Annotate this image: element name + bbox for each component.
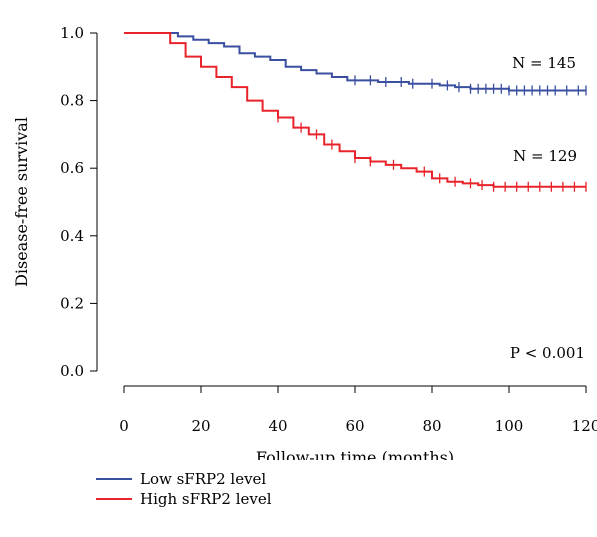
legend-label-low: Low sFRP2 level	[140, 470, 267, 488]
series-low	[124, 32, 587, 96]
x-tick-label: 0	[119, 417, 129, 435]
p-value-label: P < 0.001	[510, 344, 585, 362]
y-axis-title: Disease-free survival	[12, 117, 31, 287]
legend-swatch-high	[96, 498, 132, 500]
y-tick-label: 0.6	[60, 159, 84, 177]
x-tick-label: 40	[268, 417, 287, 435]
n-low-label: N = 145	[512, 54, 576, 72]
y-tick-label: 0.4	[60, 227, 84, 245]
y-tick-label: 1.0	[60, 24, 84, 42]
x-ticks: 0 20 40 60 80 100 120	[119, 386, 597, 435]
x-tick-label: 80	[422, 417, 441, 435]
y-ticks: 0.0 0.2 0.4 0.6 0.8 1.0	[60, 24, 97, 380]
x-tick-label: 120	[572, 417, 597, 435]
n-high-label: N = 129	[513, 147, 577, 165]
series-line	[124, 32, 586, 188]
y-tick-label: 0.2	[60, 294, 84, 312]
legend-swatch-low	[96, 478, 132, 480]
x-tick-label: 100	[495, 417, 524, 435]
legend-item-high: High sFRP2 level	[96, 489, 272, 509]
series-high	[124, 32, 587, 192]
x-tick-label: 20	[191, 417, 210, 435]
legend: Low sFRP2 level High sFRP2 level	[96, 469, 272, 509]
y-tick-label: 0.0	[60, 362, 84, 380]
y-tick-label: 0.8	[60, 92, 84, 110]
legend-label-high: High sFRP2 level	[140, 490, 272, 508]
series-layer	[124, 32, 587, 192]
legend-item-low: Low sFRP2 level	[96, 469, 272, 489]
axes: 0.0 0.2 0.4 0.6 0.8 1.0 0 20 40 60 80 100 120	[60, 24, 597, 435]
survival-chart: 0.0 0.2 0.4 0.6 0.8 1.0 0 20 40 60 80 100 120 Disea…	[12, 24, 597, 460]
x-axis-title: Follow-up time (months)	[256, 448, 454, 460]
x-tick-label: 60	[345, 417, 364, 435]
